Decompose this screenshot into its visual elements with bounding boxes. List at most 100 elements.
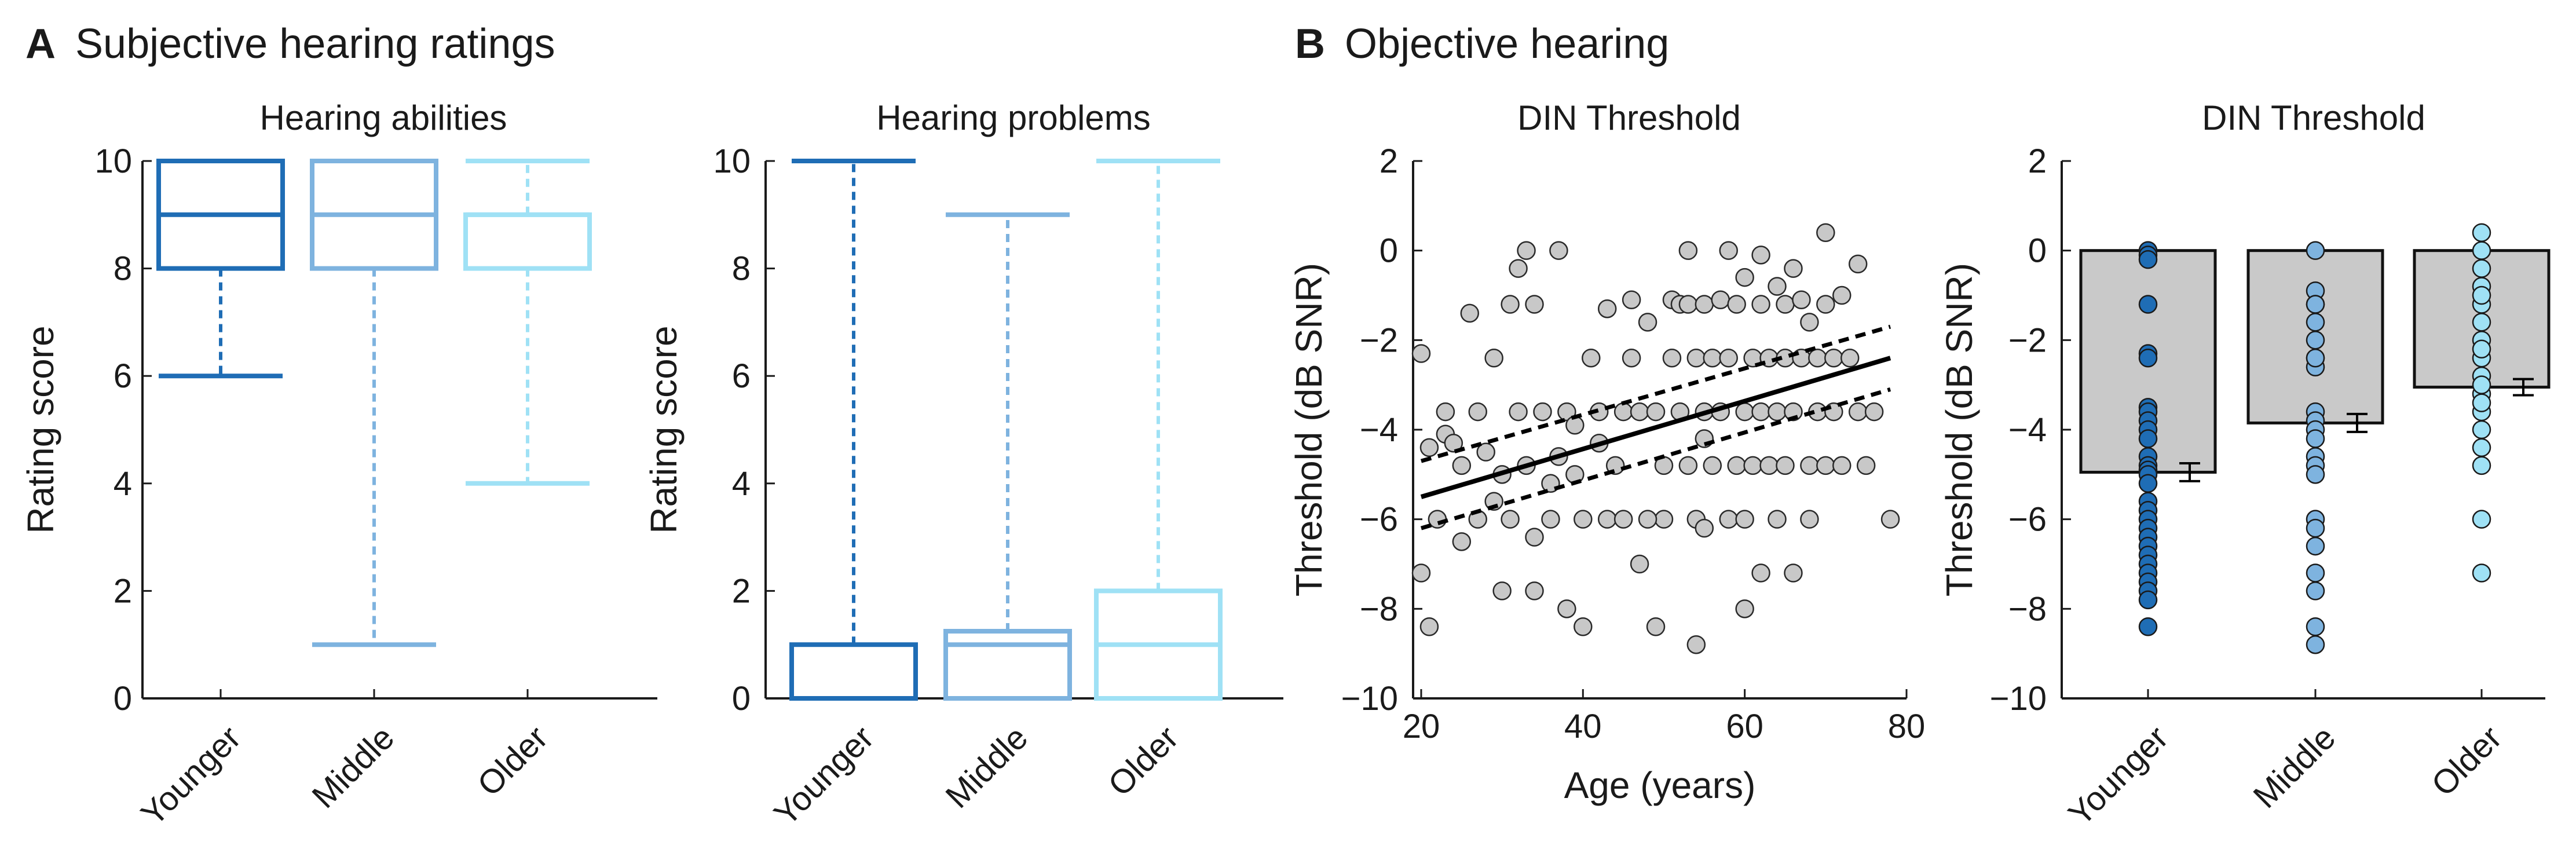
data-point xyxy=(1735,510,1754,529)
y-tick-label: −4 xyxy=(1360,411,1398,449)
y-tick-label: −10 xyxy=(1990,680,2047,717)
data-point xyxy=(1492,581,1512,601)
y-axis-label: Threshold (dB SNR) xyxy=(1288,263,1330,596)
y-tick-label: −6 xyxy=(2008,501,2047,539)
data-point xyxy=(1419,438,1439,457)
data-point xyxy=(1719,510,1738,529)
x-category-label: Middle xyxy=(305,719,401,815)
x-category-label: Younger xyxy=(2061,719,2175,833)
data-point xyxy=(1646,402,1666,422)
data-point xyxy=(1832,285,1851,305)
y-tick-label: 10 xyxy=(713,142,751,180)
data-point xyxy=(1880,510,1900,529)
older-box xyxy=(463,212,592,271)
y-tick-label: 6 xyxy=(114,357,132,395)
data-point xyxy=(1436,402,1455,422)
older-point xyxy=(2472,563,2491,583)
y-tick-label: −4 xyxy=(2008,411,2047,449)
y-tick-label: 10 xyxy=(94,142,132,180)
ci-lower-line xyxy=(1420,387,1891,530)
older-point xyxy=(2472,259,2491,278)
data-point xyxy=(1517,241,1536,260)
y-tick-label: −8 xyxy=(2008,590,2047,628)
y-tick-label: 4 xyxy=(732,465,751,503)
panel-a-letter: A xyxy=(25,21,56,67)
older-point xyxy=(2472,375,2491,394)
older-point xyxy=(2472,393,2491,412)
data-point xyxy=(1533,402,1552,422)
data-point xyxy=(1597,299,1617,318)
data-point xyxy=(1784,563,1803,583)
data-point xyxy=(1411,344,1431,363)
x-category-label: Younger xyxy=(134,719,248,833)
y-tick-label: 0 xyxy=(114,680,132,717)
data-point xyxy=(1864,402,1884,422)
panel-b-title: Objective hearing xyxy=(1345,21,1669,67)
data-point xyxy=(1630,554,1649,574)
x-category-label: Middle xyxy=(2246,719,2343,815)
y-tick-label: 0 xyxy=(1380,232,1398,270)
data-point xyxy=(1678,241,1698,260)
data-point xyxy=(1816,223,1835,242)
data-point xyxy=(1468,402,1487,422)
hearing-problems-chart: Hearing problems 0 2 4 6 8 10 Rating score Youn… xyxy=(643,98,1283,833)
y-tick-label: −10 xyxy=(1341,680,1398,717)
data-point xyxy=(1525,528,1544,547)
data-point xyxy=(1751,246,1770,265)
x-tick-label: 20 xyxy=(1403,708,1440,745)
younger-point xyxy=(2138,474,2158,493)
younger-point xyxy=(2138,590,2158,610)
middle-point xyxy=(2306,563,2325,583)
data-point xyxy=(1784,402,1803,422)
data-point xyxy=(1484,349,1503,368)
y-tick-label: 0 xyxy=(2028,232,2047,270)
panel-a-title: Subjective hearing ratings xyxy=(75,21,555,67)
x-category-label: Older xyxy=(470,719,555,803)
x-axis-label: Age (years) xyxy=(1564,764,1756,806)
data-point xyxy=(1735,402,1754,422)
data-point xyxy=(1727,295,1746,314)
data-point xyxy=(1654,510,1674,529)
data-point xyxy=(1686,635,1706,654)
data-point xyxy=(1549,241,1568,260)
data-point xyxy=(1719,349,1738,368)
data-point xyxy=(1428,510,1447,529)
data-point xyxy=(1840,349,1860,368)
panel-a-header: A Subjective hearing ratings xyxy=(25,21,555,67)
data-point xyxy=(1751,295,1770,314)
data-point xyxy=(1638,313,1657,332)
data-point xyxy=(1751,402,1770,422)
younger-point xyxy=(2138,429,2158,448)
data-point xyxy=(1743,456,1762,475)
y-tick-label: 8 xyxy=(114,250,132,288)
middle-point xyxy=(2306,295,2325,314)
din-scatter-title: DIN Threshold xyxy=(1517,98,1741,137)
middle-point xyxy=(2306,331,2325,350)
older-point xyxy=(2472,313,2491,332)
data-point xyxy=(1662,349,1682,368)
data-point xyxy=(1476,442,1495,462)
y-axis-label: Threshold (dB SNR) xyxy=(1938,263,1980,596)
regression-line xyxy=(1420,356,1891,499)
hearing-abilities-chart: Hearing abilities 0 2 4 6 8 10 Rating score You… xyxy=(20,98,657,833)
data-point xyxy=(1525,295,1544,314)
y-tick-label: 2 xyxy=(732,572,751,610)
middle-point xyxy=(2306,581,2325,601)
data-point xyxy=(1638,510,1657,529)
data-point xyxy=(1784,259,1803,278)
x-category-label: Older xyxy=(2424,719,2509,803)
middle-box xyxy=(943,629,1072,701)
data-point xyxy=(1848,402,1868,422)
x-tick-label: 40 xyxy=(1564,708,1602,745)
y-tick-label: −2 xyxy=(2008,321,2047,359)
middle-point xyxy=(2306,617,2325,636)
younger-point xyxy=(2138,617,2158,636)
data-point xyxy=(1816,295,1835,314)
middle-point xyxy=(2306,465,2325,484)
data-point xyxy=(1484,492,1503,511)
data-point xyxy=(1574,617,1593,636)
younger-box xyxy=(789,642,918,701)
data-point xyxy=(1808,349,1827,368)
data-point xyxy=(1703,349,1722,368)
data-point xyxy=(1703,456,1722,475)
